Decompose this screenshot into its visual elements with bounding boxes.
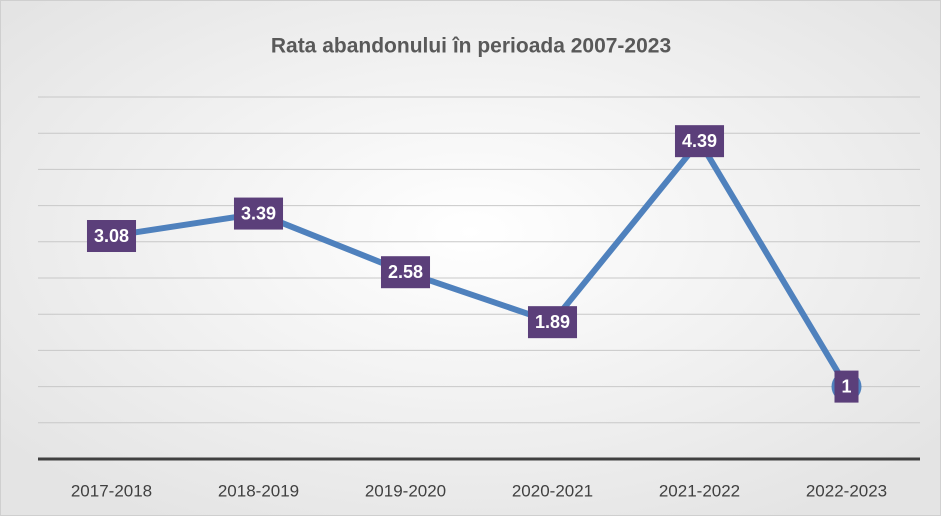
data-label-box [380, 256, 431, 289]
chart-title: Rata abandonului în perioada 2007-2023 [271, 35, 671, 58]
data-label: 2.58 [388, 262, 423, 282]
x-tick-label: 2022-2023 [806, 481, 887, 500]
x-tick-label: 2020-2021 [512, 481, 593, 500]
data-label-box [674, 125, 725, 158]
data-label-box [86, 220, 137, 253]
data-label: 3.08 [94, 226, 129, 246]
data-label: 1 [841, 376, 851, 396]
data-label-box [233, 197, 284, 230]
x-tick-label: 2018-2019 [218, 481, 299, 500]
x-tick-label: 2021-2022 [659, 481, 740, 500]
data-label: 3.39 [241, 203, 276, 223]
data-label: 1.89 [535, 312, 570, 332]
data-label-box [527, 306, 578, 339]
x-tick-label: 2017-2018 [71, 481, 152, 500]
x-tick-label: 2019-2020 [365, 481, 446, 500]
data-label-box [834, 370, 859, 403]
data-label: 4.39 [682, 131, 717, 151]
